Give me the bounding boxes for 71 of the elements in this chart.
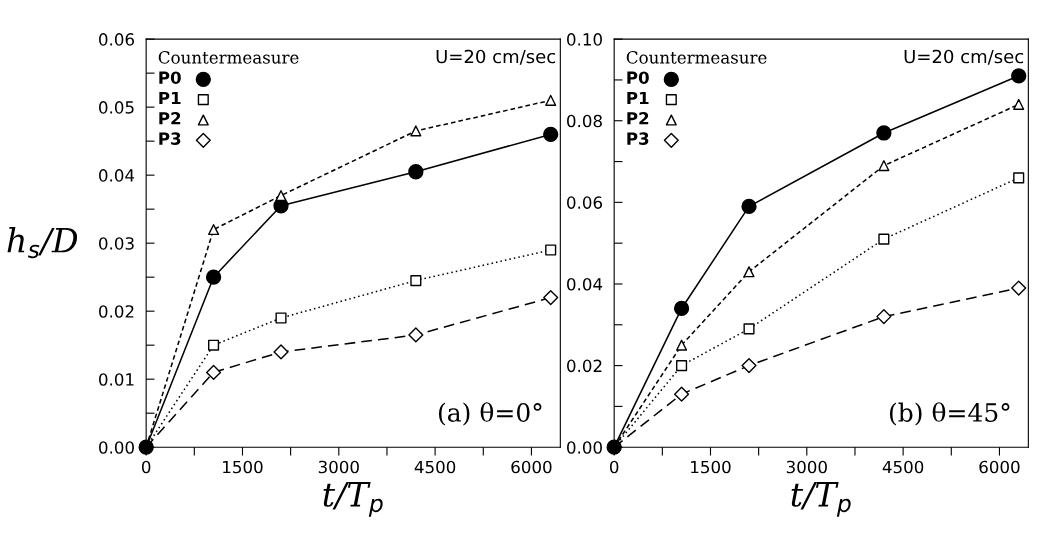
y-tick-label: 0.05 (99, 101, 134, 114)
point (275, 312, 287, 324)
x-tick-label: 3000 (786, 460, 827, 474)
y-tick-label: 0.00 (99, 441, 134, 454)
y-tick-label: 0.06 (99, 33, 134, 46)
legend-title: Countermeasure (158, 51, 299, 64)
point (208, 339, 220, 351)
y-tick-label: 0.02 (567, 359, 602, 373)
point (674, 386, 690, 402)
point (408, 164, 424, 180)
point (1013, 98, 1025, 110)
y-tick-label: 0.04 (99, 169, 135, 182)
point (1011, 68, 1027, 84)
x-tick-label: 4500 (414, 460, 456, 474)
point (410, 125, 422, 137)
point (408, 327, 424, 343)
x-tick-label: 6000 (979, 460, 1020, 474)
annotation: (b) θ=45° (889, 402, 1010, 426)
point (275, 190, 287, 202)
point (876, 125, 892, 141)
point (543, 126, 559, 142)
y-tick-label: 0.10 (567, 33, 602, 46)
legend-label: P0 (627, 71, 649, 84)
point (876, 309, 892, 325)
point (545, 244, 557, 256)
point (273, 344, 289, 360)
y-tick-label: 0.03 (99, 237, 134, 250)
point (673, 300, 690, 317)
y-tick-label: 0.08 (567, 114, 602, 128)
x-tick-label: 4500 (882, 460, 924, 474)
point (741, 358, 757, 374)
point (878, 160, 890, 172)
x-tick-label: 1500 (223, 460, 263, 474)
y-tick-label: 0.00 (567, 441, 602, 454)
annotation: U=20 cm/sec (436, 49, 556, 65)
point (205, 269, 222, 285)
point (741, 198, 757, 215)
legend-label: P0 (159, 71, 181, 84)
x-tick-label: 1500 (691, 460, 731, 474)
x-tick-label: 6000 (511, 460, 552, 474)
point (545, 94, 557, 106)
x-axis-title: t/T$_{p}$ (791, 482, 851, 517)
point (676, 360, 688, 372)
legend-label: P2 (159, 111, 181, 125)
legend-label: P1 (159, 91, 181, 105)
legend-label: P1 (627, 91, 649, 105)
y-axis-title: h$_{s}$/D (7, 227, 78, 259)
x-tick-label: 0 (609, 460, 619, 474)
point (410, 275, 422, 287)
legend-label: P2 (627, 111, 649, 125)
legend-label: P3 (627, 132, 649, 145)
x-tick-label: 0 (141, 460, 151, 474)
point (743, 323, 755, 335)
point (208, 224, 220, 236)
point (206, 364, 222, 380)
y-tick-label: 0.02 (99, 305, 134, 318)
point (1013, 172, 1025, 184)
x-tick-label: 3000 (318, 460, 359, 474)
point (743, 266, 755, 278)
annotation: U=20 cm/sec (904, 49, 1024, 65)
legend-title: Countermeasure (626, 51, 767, 64)
y-tick-label: 0.01 (99, 373, 134, 386)
point (676, 339, 688, 351)
y-tick-label: 0.04 (567, 277, 603, 291)
point (1011, 280, 1027, 296)
point (878, 233, 890, 245)
x-axis-title: t/T$_{p}$ (323, 482, 383, 517)
annotation: (a) θ=0° (438, 402, 542, 426)
legend-label: P3 (159, 132, 181, 145)
y-tick-label: 0.06 (567, 196, 603, 209)
point (543, 290, 559, 306)
